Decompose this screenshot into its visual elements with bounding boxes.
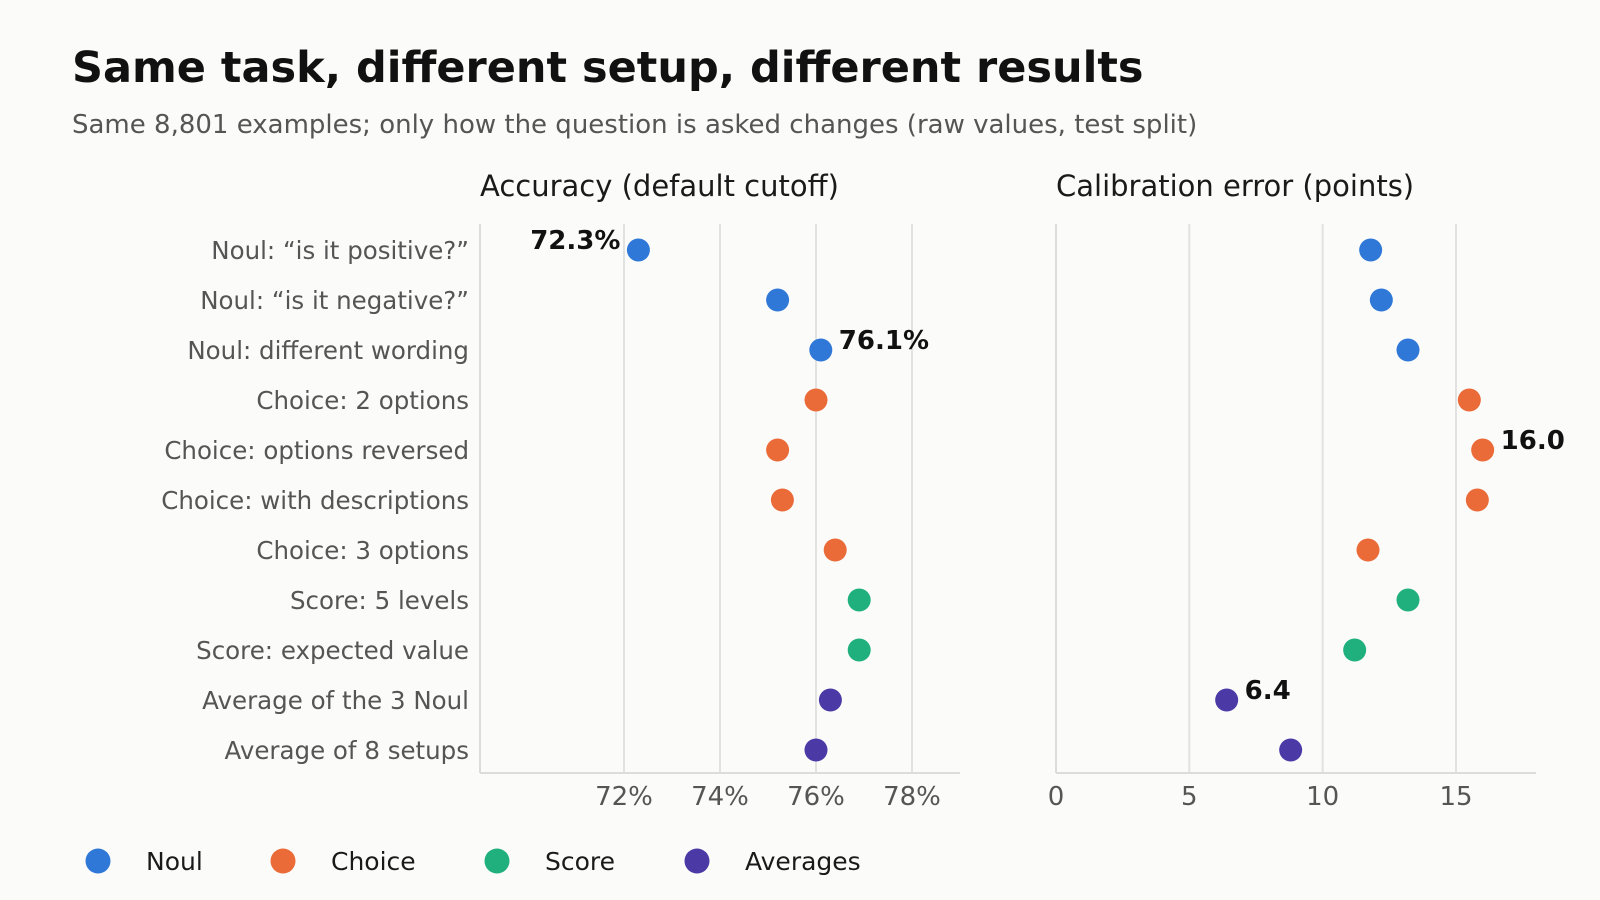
data-label: 72.3% xyxy=(530,226,620,256)
data-point xyxy=(804,388,828,412)
data-point xyxy=(804,738,828,762)
legend-label: Noul xyxy=(146,847,203,876)
legend-marker xyxy=(684,848,710,874)
category-label: Average of the 3 Noul xyxy=(202,686,469,715)
data-label: 76.1% xyxy=(839,326,929,356)
data-point xyxy=(823,538,847,562)
data-point xyxy=(766,438,790,462)
accuracy-panel: Accuracy (default cutoff) 72% 74% 76% 78% 72.… xyxy=(479,169,960,812)
data-point xyxy=(766,288,790,312)
tick-label: 74% xyxy=(691,782,749,812)
legend: Noul Choice Score Averages xyxy=(85,847,861,876)
tick-label: 0 xyxy=(1048,782,1065,812)
category-label: Score: expected value xyxy=(196,636,469,665)
chart-title: Same task, different setup, different re… xyxy=(72,43,1144,93)
category-label: Noul: “is it negative?” xyxy=(200,286,469,315)
panel-title: Calibration error (points) xyxy=(1056,169,1414,203)
data-point xyxy=(847,638,871,662)
data-point xyxy=(1471,438,1495,462)
calibration-panel: Calibration error (points) 0 5 10 15 16.0 6.4 xyxy=(1048,169,1565,812)
tick-label: 10 xyxy=(1306,782,1339,812)
data-point xyxy=(1356,538,1380,562)
tick-label: 5 xyxy=(1181,782,1198,812)
category-label: Noul: different wording xyxy=(187,336,469,365)
legend-label: Averages xyxy=(745,847,861,876)
data-point xyxy=(1359,238,1383,262)
category-label: Choice: options reversed xyxy=(164,436,469,465)
data-point xyxy=(626,238,650,262)
legend-marker xyxy=(484,848,510,874)
category-label: Choice: with descriptions xyxy=(161,486,469,515)
data-point xyxy=(770,488,794,512)
category-label: Noul: “is it positive?” xyxy=(211,236,469,265)
data-point xyxy=(1396,588,1420,612)
category-labels: Noul: “is it positive?” Noul: “is it nega… xyxy=(161,236,469,765)
legend-label: Choice xyxy=(331,847,416,876)
category-label: Choice: 2 options xyxy=(256,386,469,415)
tick-label: 78% xyxy=(883,782,941,812)
data-point xyxy=(1465,488,1489,512)
category-label: Score: 5 levels xyxy=(290,586,469,615)
tick-label: 72% xyxy=(595,782,653,812)
data-point xyxy=(1396,338,1420,362)
legend-marker xyxy=(85,848,111,874)
data-point xyxy=(1369,288,1393,312)
data-point xyxy=(847,588,871,612)
tick-label: 15 xyxy=(1439,782,1472,812)
chart-subtitle: Same 8,801 examples; only how the questi… xyxy=(72,110,1197,140)
panel-title: Accuracy (default cutoff) xyxy=(480,169,839,203)
category-label: Average of 8 setups xyxy=(225,736,469,765)
data-point xyxy=(1279,738,1303,762)
data-point xyxy=(818,688,842,712)
legend-label: Score xyxy=(545,847,615,876)
data-point xyxy=(1215,688,1239,712)
category-label: Choice: 3 options xyxy=(256,536,469,565)
data-point xyxy=(809,338,833,362)
legend-marker xyxy=(270,848,296,874)
data-label: 16.0 xyxy=(1501,426,1565,456)
data-label: 6.4 xyxy=(1245,676,1291,706)
tick-label: 76% xyxy=(787,782,845,812)
data-point xyxy=(1343,638,1367,662)
data-point xyxy=(1457,388,1481,412)
